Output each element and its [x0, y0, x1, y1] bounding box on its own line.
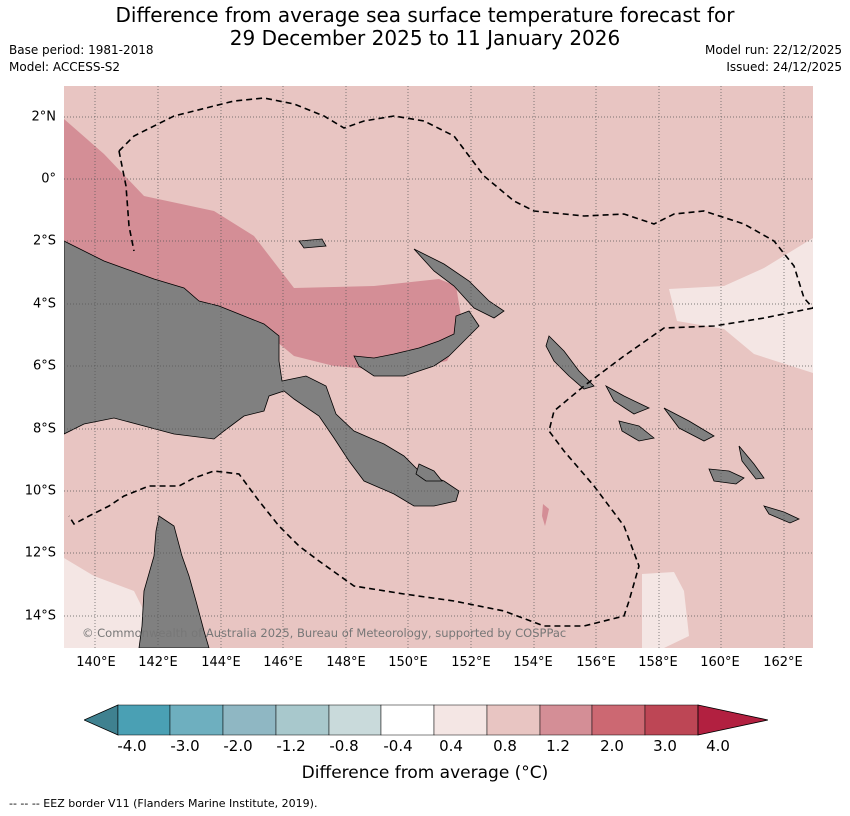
colorbar-tick-label: 4.0 — [706, 737, 730, 755]
copyright-notice: © Commonwealth of Australia 2025, Bureau… — [82, 626, 567, 640]
model-name: Model: ACCESS-S2 — [9, 60, 121, 74]
lon-label: 150°E — [388, 655, 428, 670]
lon-label: 140°E — [76, 655, 116, 670]
meta-left: Base period: 1981-2018 Model: ACCESS-S2 — [9, 42, 154, 76]
anomaly-band-0-4-0-8-southwest — [64, 558, 144, 648]
colorbar-tick-label: -3.0 — [170, 737, 200, 755]
colorbar-tick-label: -0.8 — [329, 737, 359, 755]
colorbar-tick-label: -4.0 — [117, 737, 147, 755]
colorbar-tick-label: -1.2 — [276, 737, 306, 755]
base-period: Base period: 1981-2018 — [9, 43, 154, 57]
lat-label: 0° — [41, 171, 56, 187]
land-cape-york — [138, 515, 210, 648]
colorbar-tick-label: 2.0 — [600, 737, 624, 755]
colorbar-extend-low — [84, 704, 119, 736]
lat-label: 14°S — [24, 608, 56, 624]
colorbar-segment — [591, 704, 646, 736]
colorbar-tick-label: -0.4 — [383, 737, 413, 755]
graticule — [64, 86, 813, 648]
lat-label: 12°S — [24, 545, 56, 561]
lon-label: 158°E — [638, 655, 678, 670]
land-solomon-makira — [763, 505, 800, 524]
land-dentrecasteaux — [415, 463, 443, 482]
colorbar-segment — [644, 704, 699, 736]
lon-label: 156°E — [576, 655, 616, 670]
colorbar-tick-label: 3.0 — [653, 737, 677, 755]
map-title-line-2: 29 December 2025 to 11 January 2026 — [229, 26, 621, 50]
colorbar-segment — [486, 704, 541, 736]
land-new-britain — [353, 310, 480, 377]
colorbar-segment — [539, 704, 593, 736]
colorbar-tick-label: 1.2 — [546, 737, 570, 755]
colorbar-tick-label: 0.4 — [439, 737, 463, 755]
land-manus — [298, 238, 327, 249]
land-solomon-choiseul — [605, 384, 650, 415]
lon-label: 160°E — [700, 655, 740, 670]
anomaly-band-0-4-0-8-east — [669, 238, 813, 373]
land-solomon-santa-isabel — [663, 407, 715, 442]
colorbar-extend-high — [697, 704, 768, 736]
lon-label: 142°E — [138, 655, 178, 670]
lat-label: 8°S — [32, 421, 56, 437]
model-run: Model run: 22/12/2025 — [704, 43, 842, 57]
lon-label: 154°E — [513, 655, 553, 670]
land-solomon-malaita — [738, 445, 765, 480]
land-solomon-guadalcanal — [708, 468, 745, 485]
land-new-georgia — [618, 420, 655, 442]
lon-label: 144°E — [201, 655, 241, 670]
eez-legend-note: -- -- -- EEZ border V11 (Flanders Marine… — [9, 797, 318, 810]
lat-label: 4°S — [32, 296, 56, 312]
anomaly-band-1-2-2-0-small — [542, 504, 549, 526]
anomaly-band-1-2-2-0 — [64, 119, 461, 371]
lon-label: 146°E — [263, 655, 303, 670]
meta-right: Model run: 22/12/2025 Issued: 24/12/2025 — [705, 42, 842, 76]
lon-label: 152°E — [451, 655, 491, 670]
lon-label: 162°E — [763, 655, 803, 670]
lat-label: 10°S — [24, 483, 56, 499]
colorbar-segment — [275, 704, 330, 736]
lat-label: 2°S — [32, 233, 56, 249]
colorbar-tick-label: -2.0 — [223, 737, 253, 755]
colorbar-segment — [222, 704, 277, 736]
colorbar-segment — [380, 704, 435, 736]
colorbar-segment — [117, 704, 171, 736]
issued-date: Issued: 24/12/2025 — [726, 60, 842, 74]
colorbar-segment — [169, 704, 224, 736]
colorbar-segment — [328, 704, 382, 736]
colorbar-title: Difference from average (°C) — [301, 763, 549, 783]
anomaly-band-0-4-0-8-southeast — [642, 572, 689, 648]
land-new-guinea — [64, 240, 460, 507]
lat-label: 2°N — [31, 109, 57, 125]
eez-borders — [68, 97, 813, 627]
colorbar-segment — [433, 704, 488, 736]
colorbar — [84, 704, 768, 736]
lat-label: 6°S — [32, 358, 56, 374]
map-title-line-1: Difference from average sea surface temp… — [115, 3, 735, 27]
colorbar-tick-label: 0.8 — [493, 737, 517, 755]
sst-anomaly-map — [64, 86, 813, 648]
land-new-ireland — [413, 248, 505, 319]
land-bougainville — [545, 335, 595, 390]
lon-label: 148°E — [326, 655, 366, 670]
